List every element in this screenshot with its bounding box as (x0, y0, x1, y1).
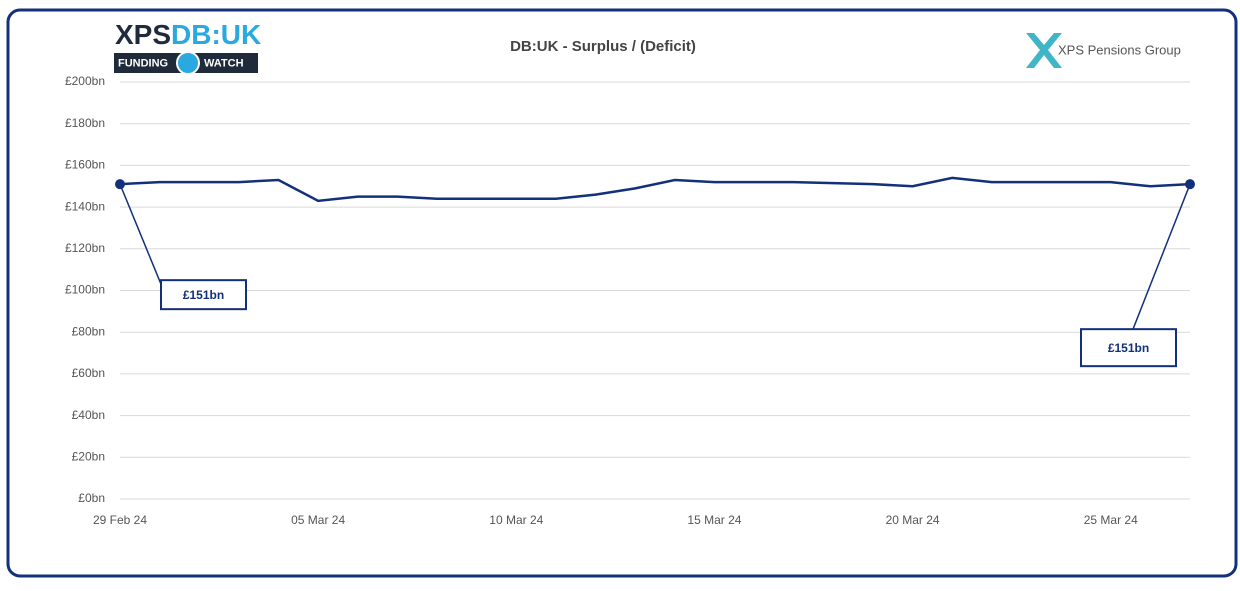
chart-title: DB:UK - Surplus / (Deficit) (510, 38, 696, 55)
point-marker (1185, 179, 1195, 190)
callout-leader (119, 183, 162, 285)
logo-main: XPSDB:UK (115, 19, 261, 50)
y-tick-label: £0bn (78, 491, 105, 505)
callout-leader (1132, 183, 1191, 330)
y-tick-label: £60bn (72, 366, 105, 380)
logo-badge-right: WATCH (204, 57, 244, 69)
y-tick-label: £160bn (65, 158, 105, 172)
y-tick-label: £120bn (65, 241, 105, 255)
y-tick-label: £100bn (65, 283, 105, 297)
x-tick-label: 29 Feb 24 (93, 513, 147, 527)
y-tick-label: £200bn (65, 74, 105, 88)
y-tick-label: £140bn (65, 199, 105, 213)
callout-box (160, 279, 247, 311)
x-tick-label: 20 Mar 24 (886, 513, 940, 527)
logo-icon (176, 51, 200, 75)
x-tick-label: 25 Mar 24 (1084, 513, 1138, 527)
y-tick-label: £20bn (72, 449, 105, 463)
point-marker (115, 179, 125, 190)
y-tick-label: £180bn (65, 116, 105, 130)
frame (6, 8, 1238, 578)
company-logo-x (1026, 33, 1062, 68)
data-label: £151bn (183, 288, 224, 302)
callout-box (1080, 328, 1177, 368)
line (119, 176, 1191, 203)
x-tick-label: 10 Mar 24 (489, 513, 543, 527)
y-tick-label: £80bn (72, 324, 105, 338)
logo-dbuk: DB:UK (171, 19, 261, 50)
logo-xps: XPS (115, 19, 171, 50)
company-name: XPS Pensions Group (1058, 42, 1181, 57)
logo-badge-left: FUNDING (118, 57, 168, 69)
x-tick-label: 05 Mar 24 (291, 513, 345, 527)
x-tick-label: 15 Mar 24 (687, 513, 741, 527)
data-label: £151bn (1108, 341, 1149, 355)
y-tick-label: £40bn (72, 408, 105, 422)
